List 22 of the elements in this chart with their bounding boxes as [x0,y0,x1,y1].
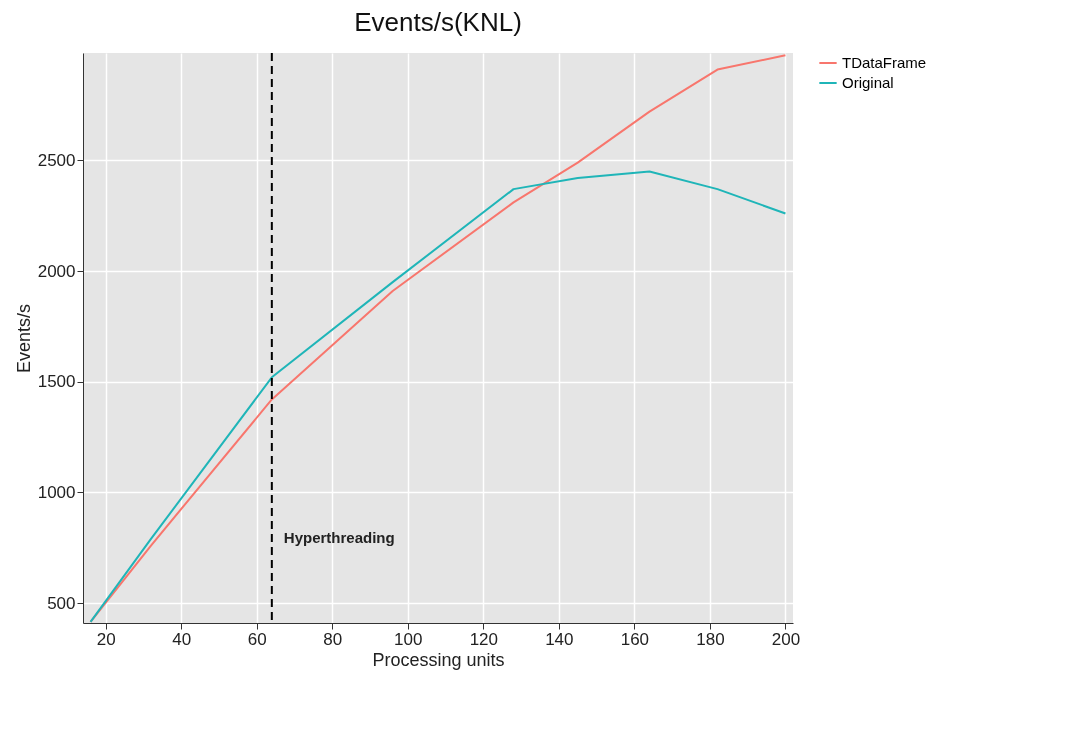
x-tick-label: 80 [323,629,343,649]
legend-label: TDataFrame [842,54,927,71]
y-axis-title: Events/s [13,303,34,374]
x-tick-label: 200 [771,629,801,649]
y-tick-label: 2500 [37,150,76,170]
x-tick-label: 120 [469,629,499,649]
y-tick-label: 1500 [37,372,76,392]
x-tick-label: 60 [247,629,267,649]
y-tick-label: 500 [47,593,76,613]
x-tick-label: 160 [620,629,650,649]
x-axis-title: Processing units [372,649,505,670]
line-series [89,170,787,623]
x-tick-label: 40 [172,629,192,649]
x-tick-label: 140 [545,629,574,649]
ref-line-label: Hyperthreading [283,528,395,546]
chart-title: Events/s(KNL) [354,7,522,37]
y-tick-label: 2000 [37,261,76,281]
x-tick-label: 100 [394,629,423,649]
legend-label: Original [842,74,894,91]
y-tick-label: 1000 [37,482,76,502]
x-tick-label: 180 [696,629,725,649]
x-tick-label: 20 [96,629,116,649]
